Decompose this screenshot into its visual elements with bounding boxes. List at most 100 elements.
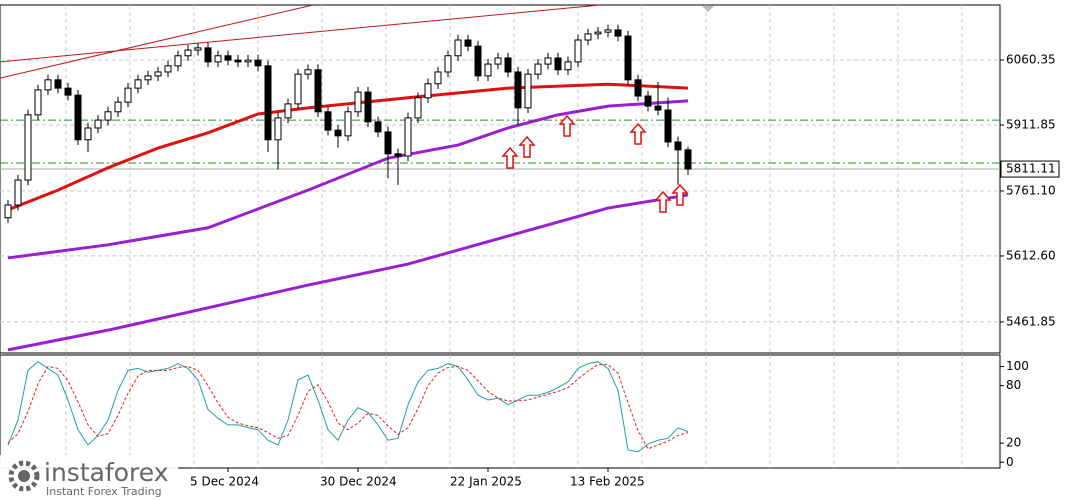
candle-body	[104, 111, 112, 121]
candle-body	[624, 35, 632, 81]
candle-body	[24, 114, 32, 181]
candle-body	[214, 55, 222, 63]
y-tick-label: 0	[1006, 455, 1014, 469]
candle-body	[324, 111, 332, 131]
candle-body	[144, 75, 152, 81]
candle-body	[504, 57, 512, 73]
logo-icon	[8, 460, 40, 492]
candle-body	[414, 97, 422, 119]
y-tick-label: 20	[1006, 436, 1021, 450]
candle-body	[224, 55, 232, 61]
oscillator-line	[7, 361, 689, 453]
candle-body	[444, 55, 452, 73]
candle-body	[484, 63, 492, 77]
candle-body	[14, 179, 22, 206]
candle-body	[154, 71, 162, 77]
candle-body	[464, 39, 472, 47]
candle-body	[364, 91, 372, 123]
candle-body	[664, 109, 672, 143]
candle-body	[564, 61, 572, 71]
moving-average	[7, 82, 689, 212]
candle-body	[274, 117, 282, 141]
candle-body	[684, 149, 692, 170]
candle-body	[594, 31, 602, 35]
candle-body	[84, 127, 92, 141]
y-tick-label: 5911.85	[1006, 117, 1056, 131]
candle-body	[454, 39, 462, 57]
candle-body	[94, 119, 102, 129]
candle-body	[134, 79, 142, 89]
trend-line	[0, 5, 314, 79]
candle-body	[54, 79, 62, 89]
arrow	[501, 146, 519, 169]
candle-body	[334, 129, 342, 137]
candle-body	[254, 59, 262, 67]
candle-body	[534, 63, 542, 75]
candle-body	[644, 95, 652, 107]
candle-body	[394, 153, 402, 157]
y-tick-label: 80	[1006, 378, 1021, 392]
arrow	[629, 122, 647, 145]
candle-body	[264, 65, 272, 141]
candle-body	[294, 73, 302, 105]
candle-body	[574, 39, 582, 63]
candle-body	[614, 29, 622, 37]
candle-body	[194, 47, 202, 51]
candle-body	[314, 69, 322, 113]
candle-body	[634, 79, 642, 97]
candle-body	[244, 59, 252, 63]
candle-body	[164, 65, 172, 73]
candle-body	[434, 71, 442, 85]
candle-body	[524, 73, 532, 109]
moving-average	[7, 193, 689, 352]
candle-body	[64, 87, 72, 96]
candle-body	[284, 103, 292, 119]
moving-average	[7, 99, 689, 260]
vertical-grid	[65, 5, 963, 468]
y-tick-label: 5761.10	[1006, 183, 1056, 197]
y-tick-label: 5612.60	[1006, 248, 1056, 262]
logo-icon-core	[18, 470, 30, 482]
price-panel	[0, 4, 1001, 354]
candle-body	[304, 69, 312, 75]
candle-body	[384, 131, 392, 155]
candle-body	[204, 47, 212, 63]
candle-body	[34, 89, 42, 116]
x-tick-label: 5 Dec 2024	[190, 475, 259, 489]
candle-body	[124, 87, 132, 103]
candle-body	[354, 91, 362, 113]
shift-marker	[702, 6, 714, 12]
trend-line	[0, 5, 601, 63]
last-price-label: 5811.11	[1006, 162, 1056, 176]
oscillator-line	[7, 364, 689, 450]
x-tick-label: 30 Dec 2024	[320, 475, 397, 489]
candle-body	[174, 55, 182, 67]
candle-body	[404, 117, 412, 157]
candle-body	[514, 71, 522, 109]
candle-body	[554, 57, 562, 71]
oscillator-plot	[7, 361, 689, 453]
last-price-box	[1000, 160, 1060, 178]
candle-body	[234, 59, 242, 63]
arrow	[654, 190, 672, 213]
y-tick-label: 6060.35	[1006, 52, 1056, 66]
candle-body	[494, 57, 502, 65]
y-tick-label: 100	[1006, 359, 1029, 373]
oscillator-panel	[0, 354, 1001, 469]
candle-body	[424, 83, 432, 99]
candle-body	[184, 49, 192, 57]
logo-tagline: Instant Forex Trading	[46, 485, 162, 498]
price-plot	[0, 5, 1000, 352]
candle-body	[4, 204, 12, 219]
candle-body	[44, 79, 52, 91]
candle-body	[544, 57, 552, 65]
y-tick-label: 5461.85	[1006, 314, 1056, 328]
candle-body	[604, 29, 612, 33]
signal-arrows	[501, 114, 689, 213]
candle-body	[74, 94, 82, 141]
x-tick-label: 13 Feb 2025	[570, 475, 645, 489]
logo: instaforex Instant Forex Trading	[0, 455, 178, 500]
axes: 5461.85 5612.60 5761.10 5911.85 6060.35 5811.…	[190, 52, 1060, 489]
